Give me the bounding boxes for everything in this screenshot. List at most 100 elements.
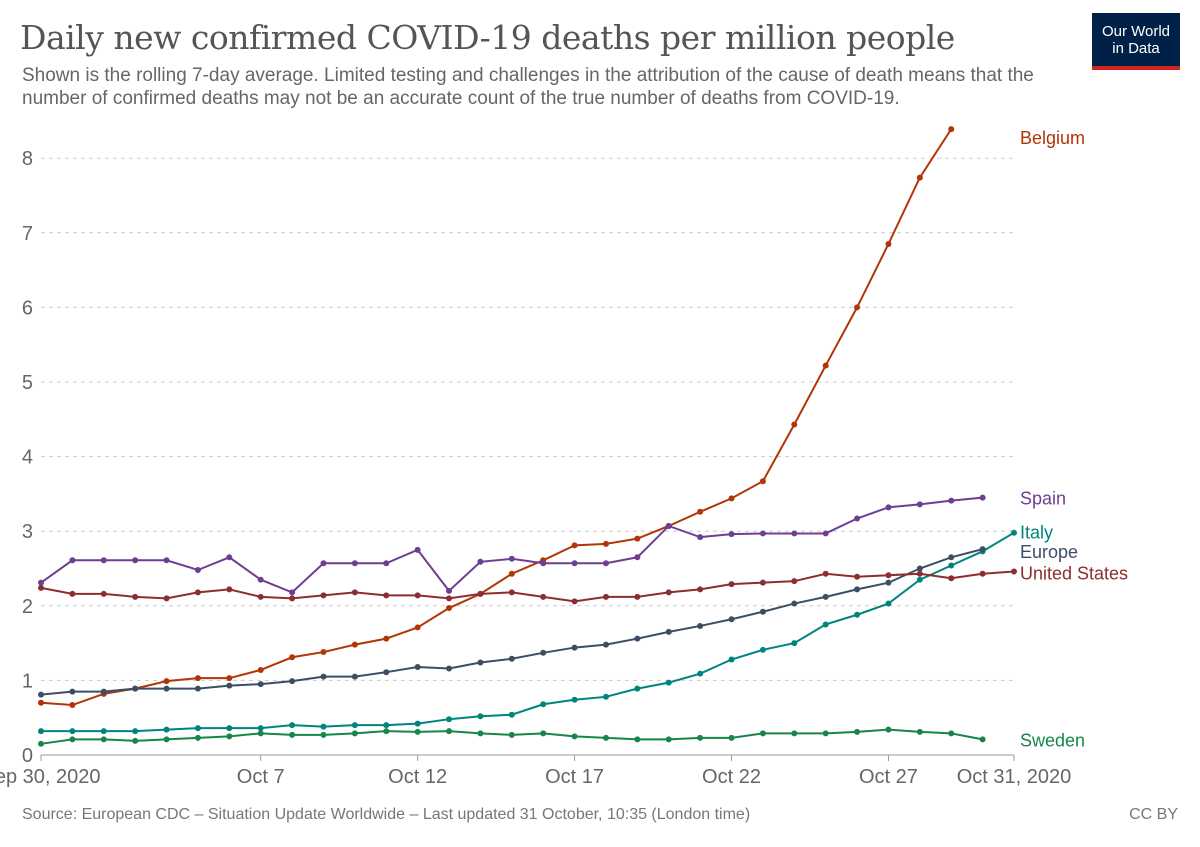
data-point: [446, 605, 453, 612]
data-point: [571, 733, 578, 740]
data-point: [320, 649, 327, 656]
data-point: [257, 666, 264, 673]
data-point: [69, 557, 76, 564]
data-point: [602, 734, 609, 741]
data-point: [634, 736, 641, 743]
data-point: [100, 590, 107, 597]
data-point: [257, 725, 264, 732]
data-point: [916, 501, 923, 508]
data-point: [383, 560, 390, 567]
data-point: [854, 304, 861, 311]
data-point: [257, 681, 264, 688]
data-point: [69, 702, 76, 709]
data-point: [885, 240, 892, 247]
data-point: [728, 581, 735, 588]
data-point: [540, 560, 547, 567]
data-point: [759, 530, 766, 537]
data-point: [38, 579, 44, 586]
data-point: [38, 699, 44, 706]
owid-logo[interactable]: Our World in Data: [1092, 13, 1180, 70]
data-point: [194, 734, 201, 741]
data-point: [414, 728, 421, 735]
data-point: [1011, 568, 1017, 575]
data-point: [289, 678, 296, 685]
data-point: [446, 595, 453, 602]
data-point: [226, 733, 233, 740]
data-point: [194, 566, 201, 573]
data-point: [38, 740, 44, 747]
data-point: [508, 570, 515, 577]
data-point: [885, 579, 892, 586]
data-point: [132, 557, 139, 564]
data-point: [822, 593, 829, 600]
y-tick-label: 6: [22, 297, 33, 319]
data-point: [446, 665, 453, 672]
data-point: [508, 655, 515, 662]
data-point: [289, 722, 296, 729]
data-point: [132, 593, 139, 600]
x-tick-label: Oct 31, 2020: [957, 766, 1072, 788]
x-tick-label: Oct 27: [859, 766, 918, 788]
data-point: [665, 679, 672, 686]
data-point: [100, 557, 107, 564]
data-point: [320, 673, 327, 680]
data-point: [1011, 529, 1017, 536]
data-point: [791, 578, 798, 585]
logo-line2: in Data: [1112, 40, 1160, 57]
data-point: [163, 595, 170, 602]
data-point: [100, 728, 107, 735]
data-point: [194, 675, 201, 682]
data-point: [69, 736, 76, 743]
data-point: [728, 616, 735, 623]
data-point: [351, 589, 358, 596]
data-point: [697, 508, 704, 515]
data-point: [320, 560, 327, 567]
data-point: [634, 685, 641, 692]
data-point: [948, 730, 955, 737]
data-point: [477, 590, 484, 597]
data-point: [414, 624, 421, 631]
license-link[interactable]: CC BY: [1129, 806, 1178, 823]
x-tick-label: Oct 22: [702, 766, 761, 788]
data-point: [916, 576, 923, 583]
data-point: [508, 555, 515, 562]
data-point: [414, 546, 421, 553]
data-point: [822, 530, 829, 537]
data-point: [446, 587, 453, 594]
data-point: [477, 659, 484, 666]
series-label: Italy: [1020, 523, 1053, 543]
chart-title: Daily new confirmed COVID-19 deaths per …: [20, 18, 955, 57]
data-point: [226, 682, 233, 689]
data-point: [979, 736, 986, 743]
chart-subtitle: Shown is the rolling 7-day average. Limi…: [22, 65, 1034, 109]
data-point: [414, 720, 421, 727]
data-point: [728, 734, 735, 741]
series-line-united-states: [40, 570, 1015, 603]
data-point: [791, 640, 798, 647]
data-point: [226, 675, 233, 682]
data-point: [383, 728, 390, 735]
data-point: [132, 728, 139, 735]
data-point: [602, 641, 609, 648]
data-point: [791, 730, 798, 737]
data-point: [759, 646, 766, 653]
data-point: [728, 531, 735, 538]
data-point: [289, 595, 296, 602]
x-tick-label: Oct 17: [545, 766, 604, 788]
data-point: [854, 586, 861, 593]
data-point: [728, 656, 735, 663]
data-point: [477, 558, 484, 565]
data-point: [916, 565, 923, 572]
data-point: [351, 673, 358, 680]
data-point: [759, 478, 766, 485]
y-tick-label: 2: [22, 596, 33, 618]
data-point: [854, 611, 861, 618]
series-label: Europe: [1020, 542, 1078, 562]
data-point: [163, 736, 170, 743]
data-point: [69, 590, 76, 597]
data-point: [885, 572, 892, 579]
data-point: [948, 554, 955, 561]
data-point: [885, 600, 892, 607]
data-point: [38, 584, 44, 591]
